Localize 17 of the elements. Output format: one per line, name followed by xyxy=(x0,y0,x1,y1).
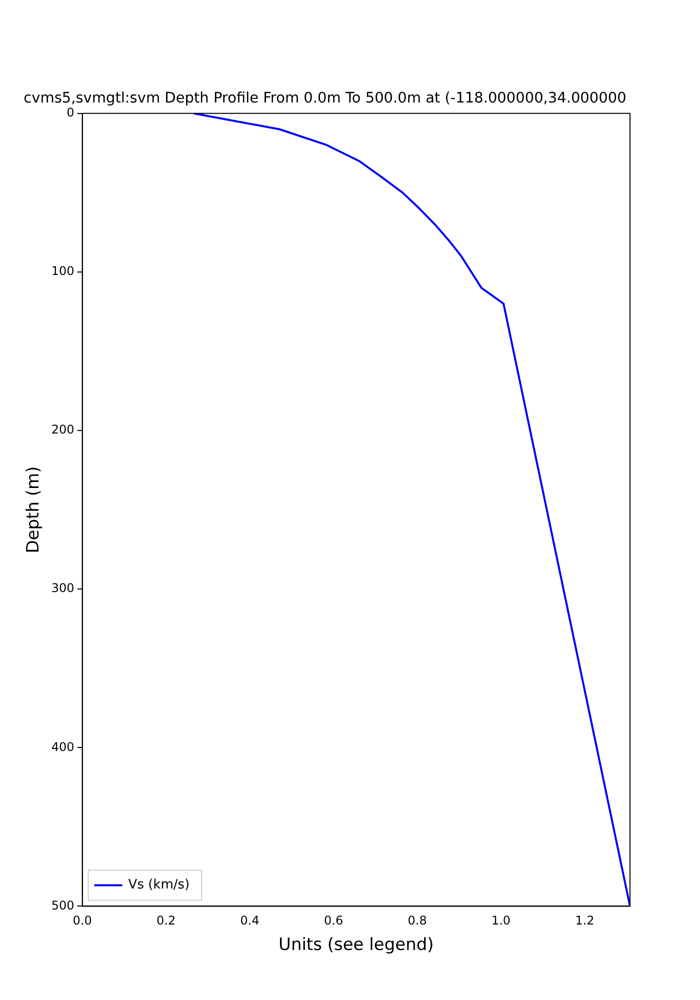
x-tick-label: 1.2 xyxy=(575,914,594,928)
y-tick-label: 300 xyxy=(51,581,74,596)
y-tick-label: 400 xyxy=(51,740,74,754)
y-tick-label: 200 xyxy=(51,422,74,437)
legend-label: Vs (km/s) xyxy=(128,878,190,893)
y-axis-title: Depth (m) xyxy=(24,466,44,554)
x-tick-label: 0.4 xyxy=(240,914,260,928)
y-tick-label: 0 xyxy=(66,106,74,120)
chart-title: cvms5,svmgtl:svm Depth Profile From 0.0m To 500.0m at (-118.000000,34.000000 xyxy=(24,90,626,106)
x-axis-title: Units (see legend) xyxy=(278,935,434,956)
x-tick-label: 0.6 xyxy=(324,914,344,928)
y-tick-label: 500 xyxy=(51,898,74,912)
x-tick-label: 0.2 xyxy=(156,914,176,928)
y-tick-label: 100 xyxy=(51,264,74,278)
x-tick-label: 1.0 xyxy=(491,914,511,928)
x-tick-label: 0.0 xyxy=(72,914,92,928)
x-tick-label: 0.8 xyxy=(408,914,427,928)
